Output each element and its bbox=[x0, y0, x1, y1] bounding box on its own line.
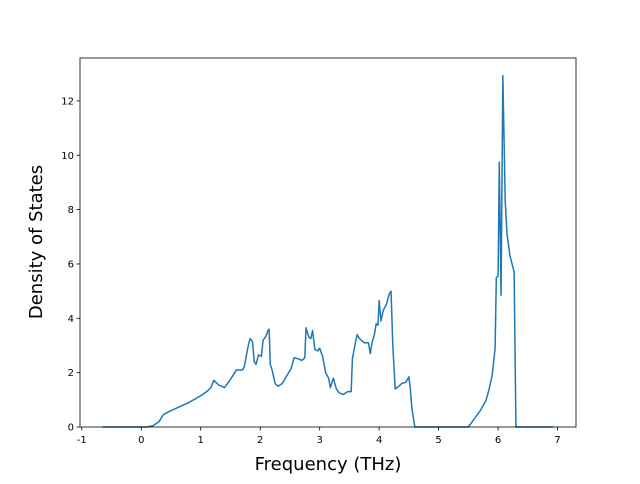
x-tick-label: 4 bbox=[376, 435, 382, 446]
y-axis-label: Density of States bbox=[26, 165, 47, 319]
x-tick-label: 0 bbox=[138, 435, 144, 446]
x-axis-label: Frequency (THz) bbox=[255, 454, 402, 475]
y-tick-label: 6 bbox=[68, 259, 74, 270]
x-tick-label: -1 bbox=[77, 435, 87, 446]
y-tick-label: 2 bbox=[68, 368, 74, 379]
x-tick-label: 2 bbox=[257, 435, 263, 446]
y-tick-label: 10 bbox=[61, 151, 74, 162]
y-tick-label: 0 bbox=[68, 423, 74, 434]
line-series bbox=[102, 74, 554, 428]
x-tick-label: 5 bbox=[435, 435, 441, 446]
x-tick-label: 1 bbox=[198, 435, 204, 446]
x-tick-label: 6 bbox=[495, 435, 501, 446]
y-tick-label: 4 bbox=[68, 314, 74, 325]
x-tick-label: 7 bbox=[554, 435, 560, 446]
y-tick-label: 12 bbox=[61, 96, 74, 107]
plot-frame bbox=[79, 57, 577, 428]
x-tick-label: 3 bbox=[316, 435, 322, 446]
y-tick-label: 8 bbox=[68, 205, 74, 216]
